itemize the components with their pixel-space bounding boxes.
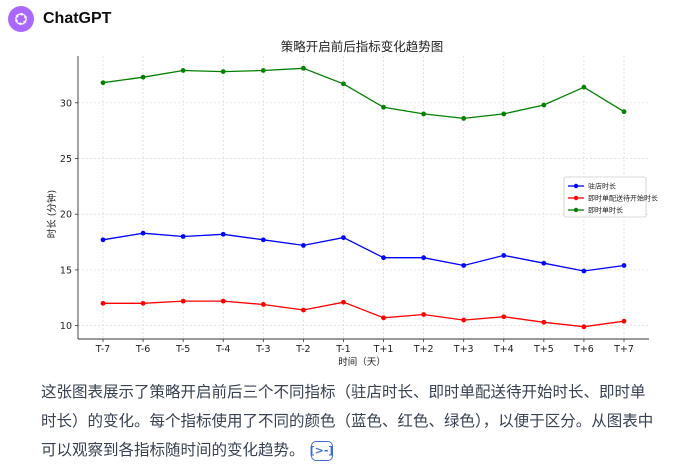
x-tick-label: T+5 [533,344,554,355]
x-tick-label: T+6 [573,344,594,355]
data-point [421,312,427,317]
data-point [260,302,266,307]
data-point [140,230,146,236]
data-point [461,317,467,323]
data-point [501,111,507,117]
legend-label: 驻店时长 [588,182,616,191]
data-point [100,237,106,243]
x-tick-label: T-7 [95,344,110,355]
assistant-message: 这张图表展示了策略开启前后三个不同指标（驻店时长、即时单配送待开始时长、即时单时… [41,378,656,465]
y-tick-label: 30 [60,98,72,109]
y-tick-label: 25 [60,154,72,165]
chart-title: 策略开启前后指标变化趋势图 [281,39,444,54]
data-point [461,115,467,121]
x-tick-label: T-2 [295,344,310,355]
data-point [180,68,186,73]
data-point [100,300,106,306]
data-point [421,255,427,261]
x-tick-label: T-5 [175,344,190,355]
line-chart: 策略开启前后指标变化趋势图 时间（天） 时长 (分钟) T-7 T-6 T-5 T-4… [46,39,658,368]
data-point [621,318,627,324]
series-line [102,232,625,272]
y-tick-label: 20 [60,210,72,221]
data-point [581,268,587,274]
data-point [341,235,346,241]
x-tick-label: T+3 [453,344,474,355]
data-point [581,324,587,330]
data-point [300,307,306,313]
x-tick-label: T-3 [255,344,270,355]
data-point [461,263,467,268]
chart-legend [563,176,647,218]
y-tick-label: 10 [60,321,72,332]
y-axis-label: 时长 (分钟) [46,190,58,238]
data-point [260,237,266,243]
data-point [180,298,186,304]
data-point [381,255,386,261]
x-tick-label: T+4 [493,344,514,355]
data-point [341,81,346,87]
data-point [220,298,226,304]
message-text: 这张图表展示了策略开启前后三个不同指标（驻店时长、即时单配送待开始时长、即时单时… [41,383,654,459]
data-point [381,315,386,321]
data-point [341,299,346,305]
x-tick-label: T+1 [373,344,394,355]
data-point [541,260,547,266]
app-header: ChatGPT [8,6,111,32]
x-tick-label: T+7 [613,344,634,355]
data-point [300,65,306,71]
x-tick-label: T+2 [413,344,434,355]
data-point [501,253,507,258]
legend-swatch-marker [573,195,579,201]
data-point [501,314,507,320]
x-tick-label: T-6 [135,344,150,355]
data-point [621,263,627,268]
data-point [140,300,146,306]
data-point [581,84,587,90]
app-name: ChatGPT [43,10,112,27]
data-point [300,243,306,248]
x-tick-label: T-1 [335,344,350,355]
data-point [100,80,106,86]
legend-swatch-marker [573,183,579,189]
data-point [140,74,146,80]
data-point [381,104,386,110]
chart-image: 策略开启前后指标变化趋势图 时间（天） 时长 (分钟) T-7 T-6 T-5 T-4… [40,32,660,372]
legend-label: 即时单时长 [588,206,623,215]
x-axis-label: 时间（天） [338,356,386,368]
data-point [541,102,547,108]
openai-logo-icon [8,6,34,32]
data-point [220,231,226,237]
data-point [421,111,427,117]
series-line [103,300,625,328]
data-point [220,69,226,74]
data-point [621,109,627,115]
x-tick-label: T-4 [215,344,230,355]
series-line [102,67,625,120]
data-point [541,319,547,325]
legend-swatch-marker [573,207,579,213]
code-citation-icon[interactable]: [>-] [310,440,333,461]
y-tick-label: 15 [60,265,72,276]
data-point [260,68,266,73]
data-point [180,234,186,239]
legend-label: 即时单配送待开始时长 [588,194,658,203]
